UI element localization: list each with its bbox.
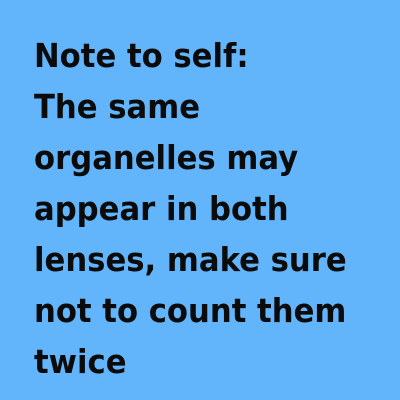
note-line-5: lenses, make sure: [34, 240, 347, 279]
note-line-7: twice: [34, 342, 127, 381]
note-text: Note to self: The same organelles may ap…: [34, 30, 369, 387]
note-line-2: The same: [34, 87, 201, 126]
note-line-heading: Note to self:: [34, 36, 249, 75]
note-line-4: appear in both: [34, 189, 289, 228]
note-line-6: not to count them: [34, 291, 347, 330]
note-line-3: organelles may: [34, 138, 299, 177]
